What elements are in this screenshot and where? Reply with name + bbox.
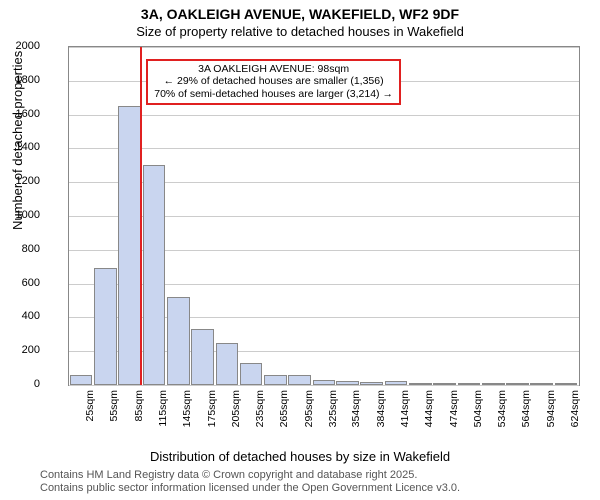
x-tick-label: 205sqm [230, 390, 242, 434]
y-tick-label: 1800 [0, 74, 40, 86]
histogram-bar [118, 106, 141, 385]
histogram-bar [336, 381, 359, 385]
histogram-bar [70, 375, 93, 385]
footer-line-1: Contains HM Land Registry data © Crown c… [40, 469, 460, 483]
annotation-line: 70% of semi-detached houses are larger (… [154, 88, 393, 101]
gridline [69, 385, 579, 386]
plot-area: 3A OAKLEIGH AVENUE: 98sqm← 29% of detach… [68, 46, 580, 386]
annotation-box: 3A OAKLEIGH AVENUE: 98sqm← 29% of detach… [146, 59, 401, 105]
histogram-bar [385, 381, 408, 385]
x-tick-label: 235sqm [254, 390, 266, 434]
x-tick-label: 594sqm [545, 390, 557, 434]
y-tick-label: 2000 [0, 40, 40, 52]
histogram-bar [288, 375, 311, 385]
y-tick-label: 600 [0, 277, 40, 289]
chart-title-sub: Size of property relative to detached ho… [0, 24, 600, 39]
y-tick-label: 200 [0, 344, 40, 356]
chart-title-main: 3A, OAKLEIGH AVENUE, WAKEFIELD, WF2 9DF [0, 6, 600, 22]
histogram-bar [530, 383, 553, 385]
x-tick-label: 354sqm [350, 390, 362, 434]
histogram-bar [94, 268, 117, 385]
y-tick-label: 1000 [0, 209, 40, 221]
x-tick-label: 295sqm [303, 390, 315, 434]
histogram-bar [458, 383, 481, 385]
y-tick-label: 400 [0, 310, 40, 322]
x-tick-label: 534sqm [496, 390, 508, 434]
x-tick-label: 325sqm [327, 390, 339, 434]
gridline [69, 47, 579, 48]
y-tick-label: 1200 [0, 175, 40, 187]
histogram-bar [240, 363, 263, 385]
histogram-bar [506, 383, 529, 385]
histogram-bar [360, 382, 383, 385]
x-tick-label: 474sqm [448, 390, 460, 434]
chart-container: 3A, OAKLEIGH AVENUE, WAKEFIELD, WF2 9DF … [0, 0, 600, 500]
x-tick-label: 564sqm [520, 390, 532, 434]
x-tick-label: 85sqm [133, 390, 145, 434]
x-tick-label: 25sqm [84, 390, 96, 434]
histogram-bar [191, 329, 214, 385]
histogram-bar [313, 380, 336, 385]
histogram-bar [143, 165, 166, 385]
x-tick-label: 624sqm [569, 390, 581, 434]
x-tick-label: 414sqm [399, 390, 411, 434]
histogram-bar [216, 343, 239, 385]
y-tick-label: 1600 [0, 108, 40, 120]
histogram-bar [167, 297, 190, 385]
y-tick-label: 800 [0, 243, 40, 255]
x-tick-label: 145sqm [181, 390, 193, 434]
annotation-line: ← 29% of detached houses are smaller (1,… [154, 75, 393, 88]
x-tick-label: 444sqm [423, 390, 435, 434]
histogram-bar [555, 383, 578, 385]
y-tick-label: 1400 [0, 141, 40, 153]
x-tick-label: 55sqm [108, 390, 120, 434]
x-axis-label: Distribution of detached houses by size … [0, 449, 600, 464]
annotation-line: 3A OAKLEIGH AVENUE: 98sqm [154, 63, 393, 76]
histogram-bar [433, 383, 456, 385]
footer-attribution: Contains HM Land Registry data © Crown c… [40, 469, 460, 497]
histogram-bar [409, 383, 432, 385]
x-tick-label: 115sqm [157, 390, 169, 434]
x-tick-label: 504sqm [472, 390, 484, 434]
gridline [69, 148, 579, 149]
x-tick-label: 384sqm [375, 390, 387, 434]
histogram-bar [264, 375, 287, 385]
y-tick-label: 0 [0, 378, 40, 390]
histogram-bar [482, 383, 505, 385]
x-tick-label: 175sqm [206, 390, 218, 434]
footer-line-2: Contains public sector information licen… [40, 482, 460, 496]
reference-line [140, 47, 142, 385]
x-tick-label: 265sqm [278, 390, 290, 434]
gridline [69, 115, 579, 116]
